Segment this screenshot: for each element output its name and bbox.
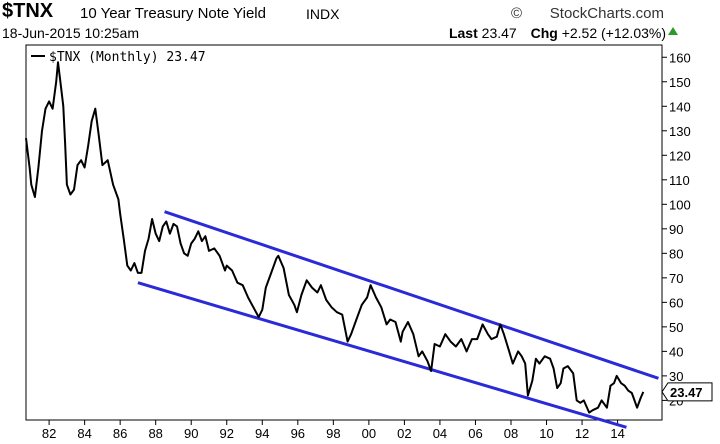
quote-date: 18-Jun-2015 10:25am bbox=[2, 25, 139, 41]
last-value-box bbox=[661, 382, 713, 402]
plot-frame bbox=[25, 44, 663, 421]
x-tick-label: 96 bbox=[291, 426, 305, 441]
x-tick-label: 14 bbox=[610, 426, 624, 441]
y-tick-label: 50 bbox=[669, 320, 683, 335]
x-tick-label: 82 bbox=[42, 426, 56, 441]
x-tick-label: 88 bbox=[148, 426, 162, 441]
x-tick-label: 90 bbox=[184, 426, 198, 441]
x-tick-label: 02 bbox=[397, 426, 411, 441]
y-tick-label: 110 bbox=[669, 173, 690, 188]
y-axis: 2030405060708090100110120130140150160 bbox=[662, 50, 691, 408]
x-tick-label: 10 bbox=[539, 426, 553, 441]
ticker-symbol: $TNX bbox=[2, 0, 54, 22]
chg-value: +2.52 (+12.03%) bbox=[561, 25, 666, 41]
y-tick-label: 160 bbox=[669, 50, 691, 65]
y-tick-label: 40 bbox=[669, 344, 683, 359]
y-tick-label: 80 bbox=[669, 246, 683, 261]
copyright-icon: © bbox=[511, 5, 523, 22]
x-tick-label: 92 bbox=[220, 426, 234, 441]
chg-label: Chg bbox=[530, 25, 558, 41]
y-tick-label: 30 bbox=[669, 369, 683, 384]
series-line-tnx-monthly bbox=[25, 61, 645, 414]
y-tick-label: 90 bbox=[669, 222, 683, 237]
last-value-label: 23.47 bbox=[670, 385, 703, 400]
x-tick-label: 06 bbox=[468, 426, 482, 441]
x-tick-label: 94 bbox=[255, 426, 269, 441]
x-tick-label: 98 bbox=[326, 426, 340, 441]
last-value: 23.47 bbox=[481, 25, 517, 41]
legend-label: $TNX (Monthly) 23.47 bbox=[49, 50, 206, 65]
y-tick-label: 60 bbox=[669, 295, 683, 310]
y-tick-label: 100 bbox=[669, 197, 691, 212]
trend-channel bbox=[137, 210, 659, 429]
y-tick-label: 140 bbox=[669, 99, 691, 114]
last-label: Last bbox=[448, 25, 478, 41]
x-tick-label: 12 bbox=[575, 426, 589, 441]
quote-row: 18-Jun-2015 10:25am Last 23.47 Chg +2.52… bbox=[0, 25, 720, 45]
lower-channel-line bbox=[137, 281, 627, 429]
x-tick-label: 04 bbox=[433, 426, 447, 441]
x-tick-label: 84 bbox=[77, 426, 91, 441]
y-tick-label: 120 bbox=[669, 148, 691, 163]
y-tick-label: 70 bbox=[669, 271, 683, 286]
x-tick-label: 00 bbox=[362, 426, 376, 441]
y-tick-label: 150 bbox=[669, 75, 691, 90]
last-value-tag: 23.47 bbox=[661, 382, 713, 402]
quote-summary: Last 23.47 Chg +2.52 (+12.03%) bbox=[449, 25, 666, 41]
y-tick-label: 130 bbox=[669, 124, 691, 139]
up-triangle-icon bbox=[668, 27, 678, 35]
x-axis: 82 84 86 88 90 92 94 96 98 00 02 04 06 08 10 12 14 bbox=[42, 420, 625, 441]
exchange-label: INDX bbox=[306, 6, 340, 22]
brand-label: StockCharts.com bbox=[549, 5, 664, 22]
x-tick-label: 08 bbox=[504, 426, 518, 441]
chart-header-row: $TNX 10 Year Treasury Note Yield INDX © … bbox=[0, 0, 720, 22]
legend: $TNX (Monthly) 23.47 bbox=[31, 50, 206, 65]
x-tick-label: 86 bbox=[113, 426, 127, 441]
upper-channel-line bbox=[164, 210, 659, 380]
security-description: 10 Year Treasury Note Yield bbox=[80, 5, 266, 22]
